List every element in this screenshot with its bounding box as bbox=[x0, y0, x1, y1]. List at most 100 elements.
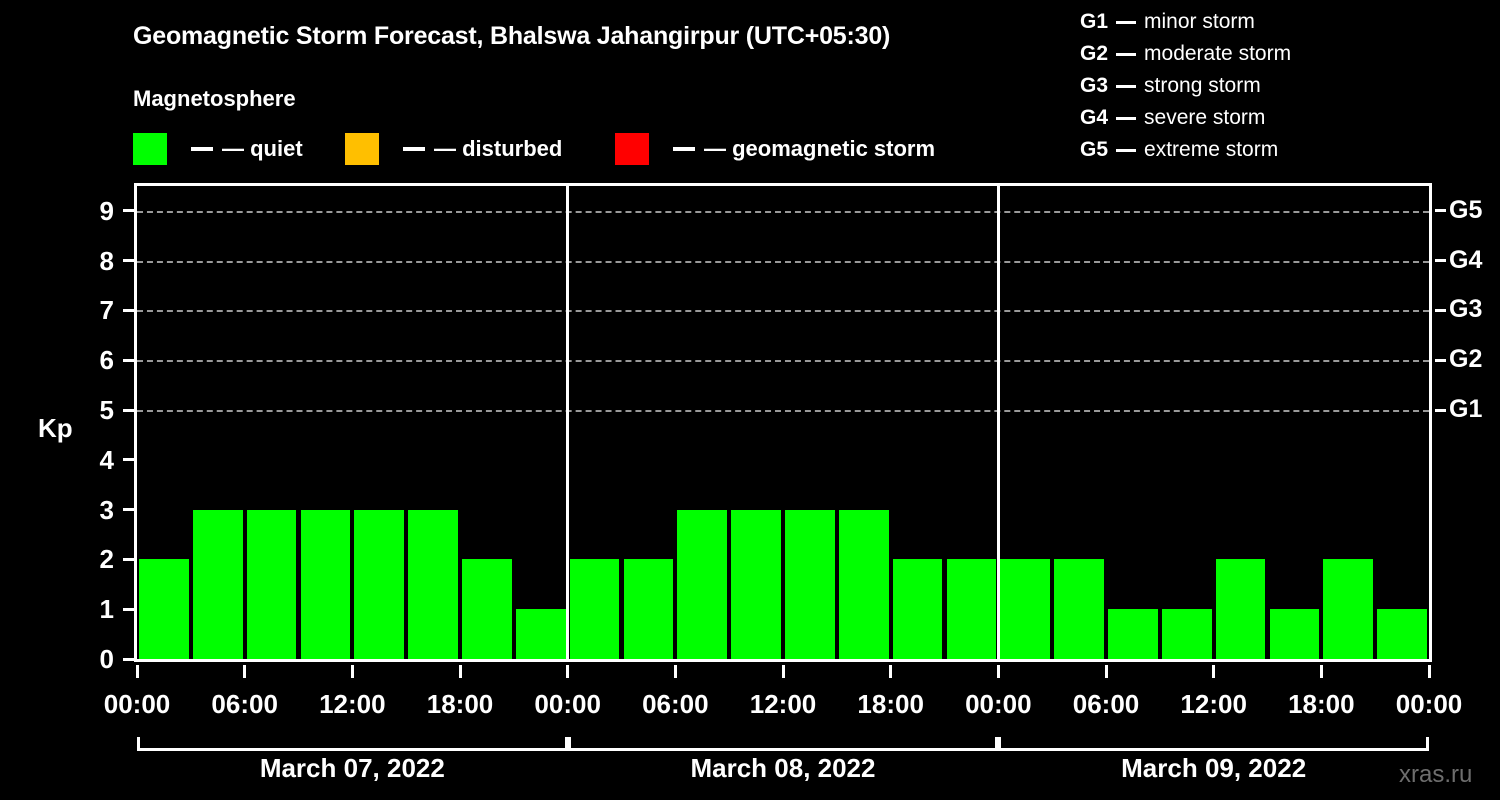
legend-item-geomagnetic-storm: — geomagnetic storm bbox=[615, 133, 935, 165]
x-tick-mark bbox=[566, 665, 570, 678]
legend-dash-icon bbox=[1116, 116, 1137, 120]
kp-bar bbox=[462, 559, 512, 659]
g-scale-code: G2 bbox=[1080, 42, 1109, 65]
legend-dash-icon bbox=[191, 147, 213, 151]
date-label: March 07, 2022 bbox=[259, 753, 445, 783]
kp-bar bbox=[300, 509, 351, 659]
kp-bar bbox=[1161, 609, 1212, 659]
x-tick-mark bbox=[135, 665, 139, 678]
kp-bar bbox=[892, 559, 943, 659]
legend-label-geomagnetic-storm: — geomagnetic storm bbox=[704, 136, 936, 161]
x-tick-mark bbox=[673, 665, 677, 678]
g-scale-row-g3: G3 strong storm bbox=[1080, 70, 1291, 102]
gridline-kp-6 bbox=[137, 360, 1429, 363]
kp-bar bbox=[1377, 609, 1427, 659]
date-bracket bbox=[137, 737, 568, 751]
g-tick-label: G1 bbox=[1449, 395, 1483, 424]
g-scale-row-g1: G1 minor storm bbox=[1080, 6, 1291, 38]
x-tick-mark bbox=[243, 665, 247, 678]
g-scale-desc: severe storm bbox=[1144, 106, 1266, 129]
kp-bar bbox=[785, 509, 835, 659]
g-tick-label: G5 bbox=[1449, 195, 1483, 224]
legend-label-quiet: — quiet bbox=[222, 136, 303, 161]
g-tick-mark bbox=[1435, 259, 1446, 263]
g-scale-code: G4 bbox=[1080, 106, 1109, 129]
y-tick-label: 8 bbox=[99, 245, 114, 276]
page-title: Geomagnetic Storm Forecast, Bhalswa Jaha… bbox=[133, 22, 891, 50]
x-tick-mark bbox=[458, 665, 462, 678]
y-axis-title: Kp bbox=[38, 413, 73, 443]
legend-item-quiet: — quiet bbox=[133, 133, 303, 165]
legend-item-disturbed: — disturbed bbox=[345, 133, 562, 165]
g-tick-mark bbox=[1435, 358, 1446, 362]
x-tick-label: 18:00 bbox=[426, 689, 494, 719]
kp-bar bbox=[569, 559, 620, 659]
kp-bar bbox=[1323, 559, 1374, 659]
y-tick-mark bbox=[123, 607, 134, 611]
kp-bar bbox=[838, 509, 889, 659]
x-tick-label: 12:00 bbox=[319, 689, 386, 719]
kp-bar bbox=[946, 559, 997, 659]
legend-dash-icon bbox=[1116, 84, 1137, 88]
g-scale-desc: extreme storm bbox=[1144, 138, 1279, 161]
x-tick-mark bbox=[781, 665, 785, 678]
y-tick-label: 9 bbox=[99, 195, 114, 226]
y-tick-mark bbox=[123, 657, 134, 661]
y-tick-label: 5 bbox=[99, 395, 114, 426]
kp-bar bbox=[1108, 609, 1158, 659]
x-tick-mark bbox=[1212, 665, 1216, 678]
kp-bar bbox=[731, 509, 781, 659]
kp-bar bbox=[623, 559, 674, 659]
geomagnetic-storm-swatch bbox=[615, 133, 649, 165]
y-tick-mark bbox=[123, 458, 134, 462]
legend-dash-icon bbox=[403, 147, 425, 151]
plot-area bbox=[134, 183, 1432, 662]
kp-bar bbox=[408, 509, 458, 659]
gridline-kp-9 bbox=[137, 210, 1429, 213]
y-tick-mark bbox=[123, 308, 134, 312]
g-tick-label: G4 bbox=[1449, 245, 1483, 274]
date-bracket bbox=[567, 737, 999, 751]
magnetosphere-legend-heading: Magnetosphere bbox=[133, 86, 296, 111]
g-scale-legend: G1 minor storm G2 moderate storm G3 stro… bbox=[1080, 6, 1291, 166]
legend-dash-icon bbox=[1116, 148, 1137, 152]
x-tick-label: 06:00 bbox=[642, 689, 709, 719]
x-tick-mark bbox=[996, 665, 1000, 678]
kp-bar bbox=[1000, 559, 1051, 659]
x-tick-label: 12:00 bbox=[749, 689, 817, 719]
g-scale-row-g4: G4 severe storm bbox=[1080, 102, 1291, 134]
y-tick-mark bbox=[123, 408, 134, 412]
date-label: March 08, 2022 bbox=[690, 753, 876, 783]
y-tick-mark bbox=[123, 358, 134, 362]
g-scale-code: G5 bbox=[1080, 138, 1109, 161]
x-tick-label: 12:00 bbox=[1180, 689, 1247, 719]
kp-bar bbox=[246, 509, 297, 659]
g-scale-row-g2: G2 moderate storm bbox=[1080, 38, 1291, 70]
g-tick-label: G2 bbox=[1449, 345, 1483, 374]
y-tick-label: 3 bbox=[99, 494, 114, 525]
x-tick-label: 06:00 bbox=[1072, 689, 1140, 719]
y-tick-label: 6 bbox=[99, 345, 114, 376]
legend-dash-icon bbox=[1116, 20, 1137, 24]
kp-bar bbox=[515, 609, 566, 659]
g-tick-mark bbox=[1435, 308, 1446, 312]
legend-label-disturbed: — disturbed bbox=[434, 136, 563, 161]
x-tick-mark bbox=[1319, 665, 1323, 678]
g-scale-desc: strong storm bbox=[1144, 74, 1261, 97]
g-scale-code: G1 bbox=[1080, 10, 1109, 33]
gridline-kp-7 bbox=[137, 310, 1429, 313]
y-tick-mark bbox=[123, 259, 134, 263]
x-tick-mark bbox=[1104, 665, 1108, 678]
kp-bar bbox=[354, 509, 405, 659]
x-tick-label: 06:00 bbox=[211, 689, 278, 719]
g-scale-row-g5: G5 extreme storm bbox=[1080, 134, 1291, 166]
x-tick-label: 18:00 bbox=[1288, 689, 1355, 719]
x-tick-label: 00:00 bbox=[1395, 689, 1463, 719]
legend-dash-icon bbox=[673, 147, 695, 151]
y-tick-mark bbox=[123, 557, 134, 561]
x-tick-mark bbox=[350, 665, 354, 678]
y-tick-label: 1 bbox=[99, 594, 114, 625]
legend-dash-icon bbox=[1116, 52, 1137, 56]
kp-bar bbox=[1269, 609, 1320, 659]
date-bracket bbox=[998, 737, 1429, 751]
